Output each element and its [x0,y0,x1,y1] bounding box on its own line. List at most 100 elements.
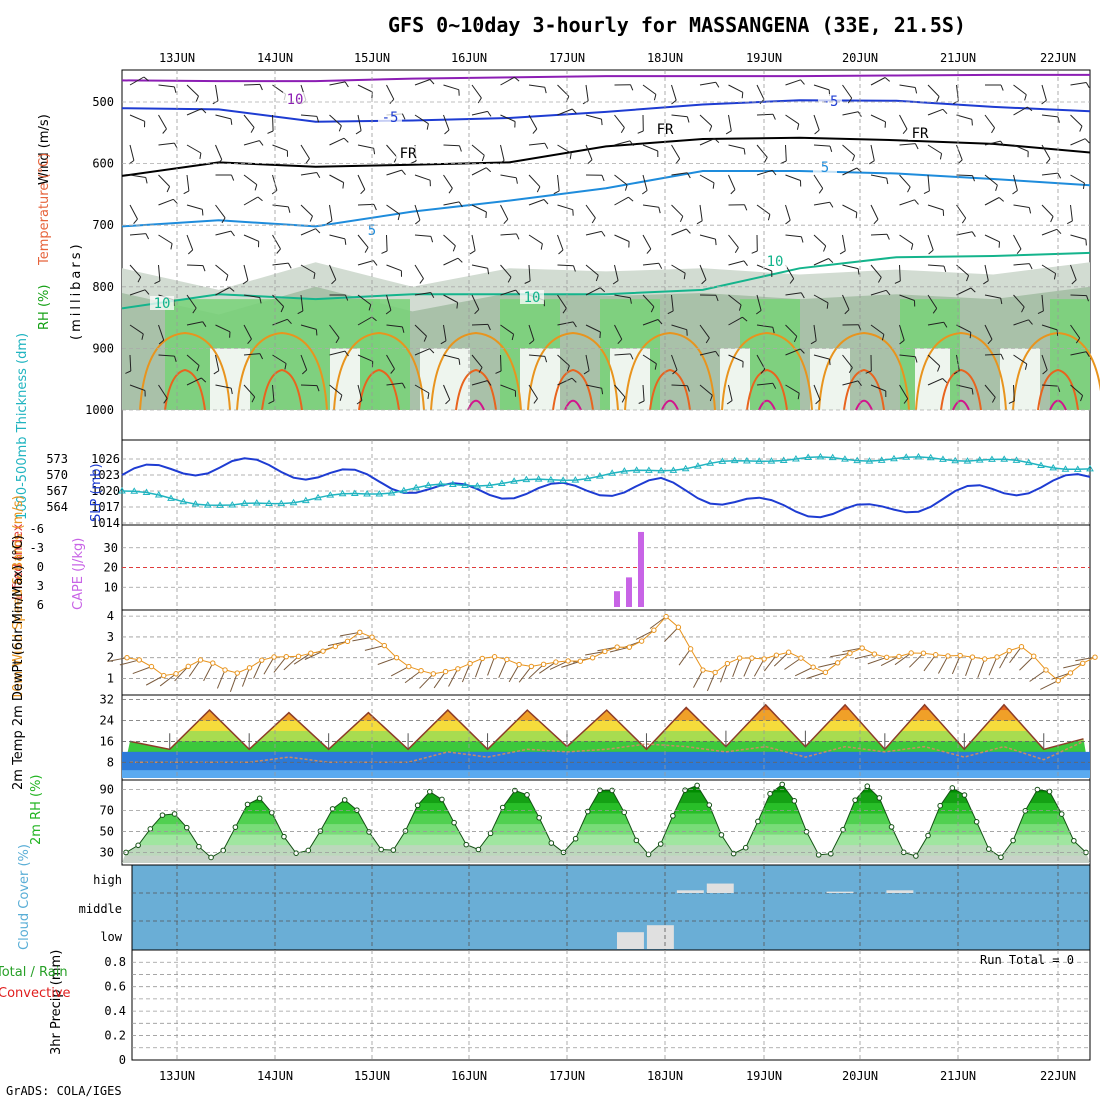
wind-barb [254,184,258,191]
precip-total-label: Total / Rain [0,965,68,980]
wind-barb [927,108,944,116]
wind-barb [243,324,252,340]
wind-barb [507,276,512,283]
wind-barb [785,174,801,181]
wind-barb [730,189,736,195]
thickness-marker [939,455,947,462]
wind-barb [715,295,719,302]
wind-barb [471,323,489,326]
wind-barb [756,113,774,116]
wind-barb [243,140,260,146]
wind-barb [186,264,204,267]
isotherm-line [121,170,1091,228]
wind-barb [699,324,710,339]
wind-barb [414,204,421,221]
bottom-date-label: 18JUN [647,1069,683,1083]
wind-barb [386,354,395,370]
cape-bar [638,531,644,607]
wind-barb [315,329,318,336]
wind-marker [651,627,657,633]
wind-barb [591,217,596,224]
cape-bar [614,591,620,607]
wind-barb [794,666,814,677]
slp-tick-label: 1020 [91,484,120,498]
wind-barb [129,76,145,86]
wind-barb [725,130,732,135]
wind-barb [293,652,312,665]
wind-marker [516,661,522,668]
wind-barb [585,114,602,120]
wind-marker [1006,647,1012,654]
wind-barb [943,321,948,328]
wind-barb [230,118,233,125]
wind-barb [338,125,342,132]
cloud-ylabel: Cloud Cover (%) [17,844,32,950]
wind-barb [899,339,905,345]
wind-marker [785,649,792,655]
thickness-marker [975,456,984,463]
wind-barb [756,169,773,176]
wind-barb [813,324,817,341]
wind-marker [259,657,265,663]
rh-marker [876,795,883,801]
thickness-marker [203,501,212,508]
wind-marker [418,668,424,674]
wind-barb [971,388,974,395]
thickness-marker [963,457,972,464]
wind-barb [927,204,944,211]
wind-barb [894,280,901,284]
wind-barb [728,84,744,93]
wind-barb [129,114,145,122]
wind-barb [518,666,532,683]
isotherm-arc [661,399,679,411]
wind-barb [217,159,223,165]
isotherm-arc [843,368,885,411]
thickness-marker [718,457,727,464]
wind-barb [956,114,973,120]
wind-barb [886,233,890,240]
rh-band [122,845,1090,859]
contour-label-bg [378,110,402,124]
wind-barb [642,294,655,308]
wind-barb [145,233,150,240]
wind-barb [1041,84,1047,101]
wind-barb [125,370,132,374]
rh-line [125,783,1087,859]
wind-marker [883,654,890,660]
wind-barb [956,174,973,177]
wind-barb [174,666,189,682]
wind-barb [720,663,728,683]
wind-barb [329,81,346,86]
contour-label: 5 [821,160,829,176]
wind-barb [500,114,516,122]
wind-barb [984,140,1001,146]
wind-barb [1013,174,1018,191]
wind-barb [386,234,388,252]
wind-barb [885,289,891,296]
wind-barb [599,331,601,339]
cloud-bar [676,890,704,893]
wind-barb [595,275,599,282]
wind-barb [956,264,969,276]
wind-barb [679,216,684,222]
wind-barb [785,384,800,394]
wind-barb [1070,114,1083,127]
wind-barb [300,204,313,217]
wind-barb [899,174,911,188]
cape-tick-label: 30 [104,541,118,555]
thickness-marker [669,466,678,473]
thickness-marker [363,490,371,497]
wind-barb [756,324,773,328]
wind-barb [971,119,973,126]
wind-barb [243,264,249,281]
wind-barb [471,264,488,269]
slp-tick-label: 1014 [91,516,120,530]
wind-barb [927,378,943,386]
wind-barb [585,287,601,296]
wind-barb [1013,263,1030,266]
thickness-marker [485,481,494,488]
isotherm-arc [818,331,910,411]
thickness-marker [559,476,567,483]
wind-barb [772,327,775,334]
wind-barb [158,84,175,88]
